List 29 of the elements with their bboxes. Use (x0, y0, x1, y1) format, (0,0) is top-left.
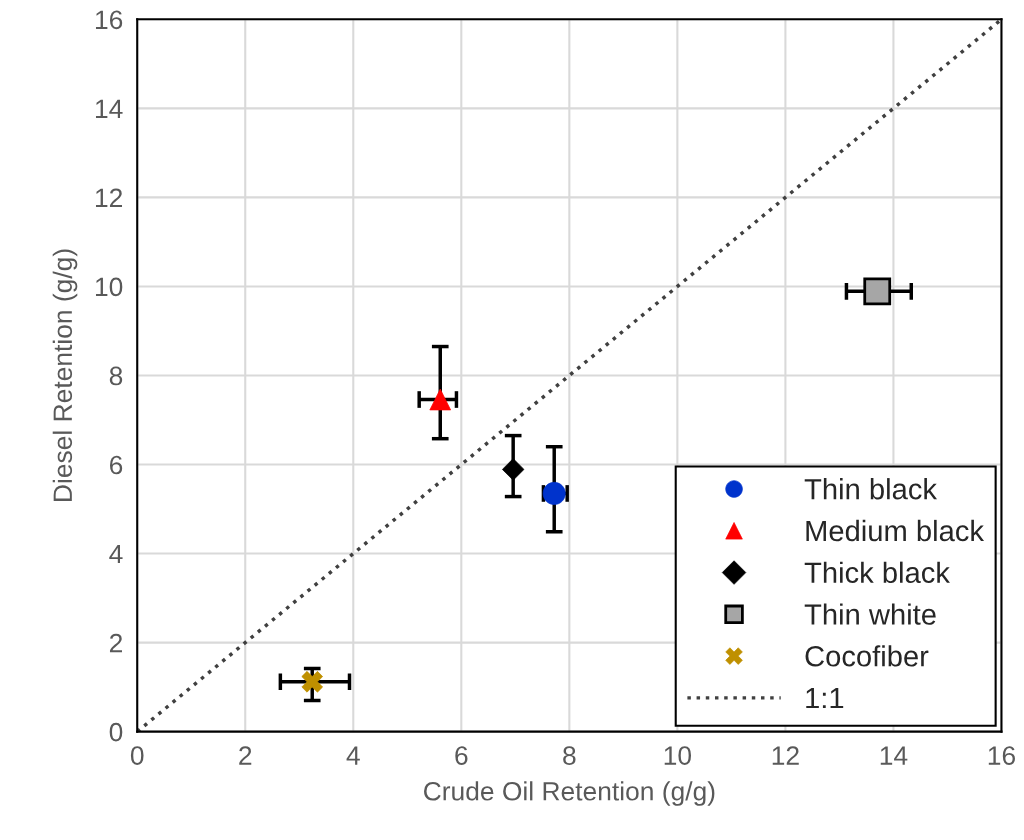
legend-label: 1:1 (806, 688, 844, 709)
x-tick-label: 12 (772, 746, 799, 765)
legend-label: Thick black (804, 561, 950, 584)
x-tick-label: 0 (130, 746, 144, 765)
legend-label: Cocofiber (805, 645, 929, 667)
point (863, 277, 892, 306)
point (502, 458, 525, 481)
legend-label: Medium black (806, 519, 985, 542)
y-tick-label: 10 (95, 277, 123, 297)
y-tick-label: 14 (95, 99, 123, 118)
x-axis-title: Crude Oil Retention (g/g) (424, 781, 715, 806)
x-tick-label: 10 (664, 746, 692, 765)
x-tick-label: 6 (455, 746, 468, 765)
x-tick-label: 8 (563, 746, 576, 765)
y-tick-label: 8 (109, 366, 123, 386)
y-tick-label: 2 (109, 633, 122, 653)
y-tick-label: 0 (109, 722, 123, 742)
y-tick-label: 4 (109, 544, 123, 564)
legend-label: Thin black (804, 478, 938, 500)
x-tick-label: 14 (880, 746, 908, 765)
point (301, 671, 323, 693)
y-tick-label: 12 (95, 188, 123, 207)
x-tick-label: 4 (346, 746, 360, 765)
legend-label: Thin white (804, 603, 936, 625)
x-tick-label: 16 (988, 746, 1015, 765)
x-tick-label: 2 (239, 746, 252, 765)
y-tick-label: 16 (95, 10, 123, 30)
y-tick-label: 6 (109, 455, 123, 475)
y-axis-title: Diesel Retention (g/g) (52, 249, 78, 501)
